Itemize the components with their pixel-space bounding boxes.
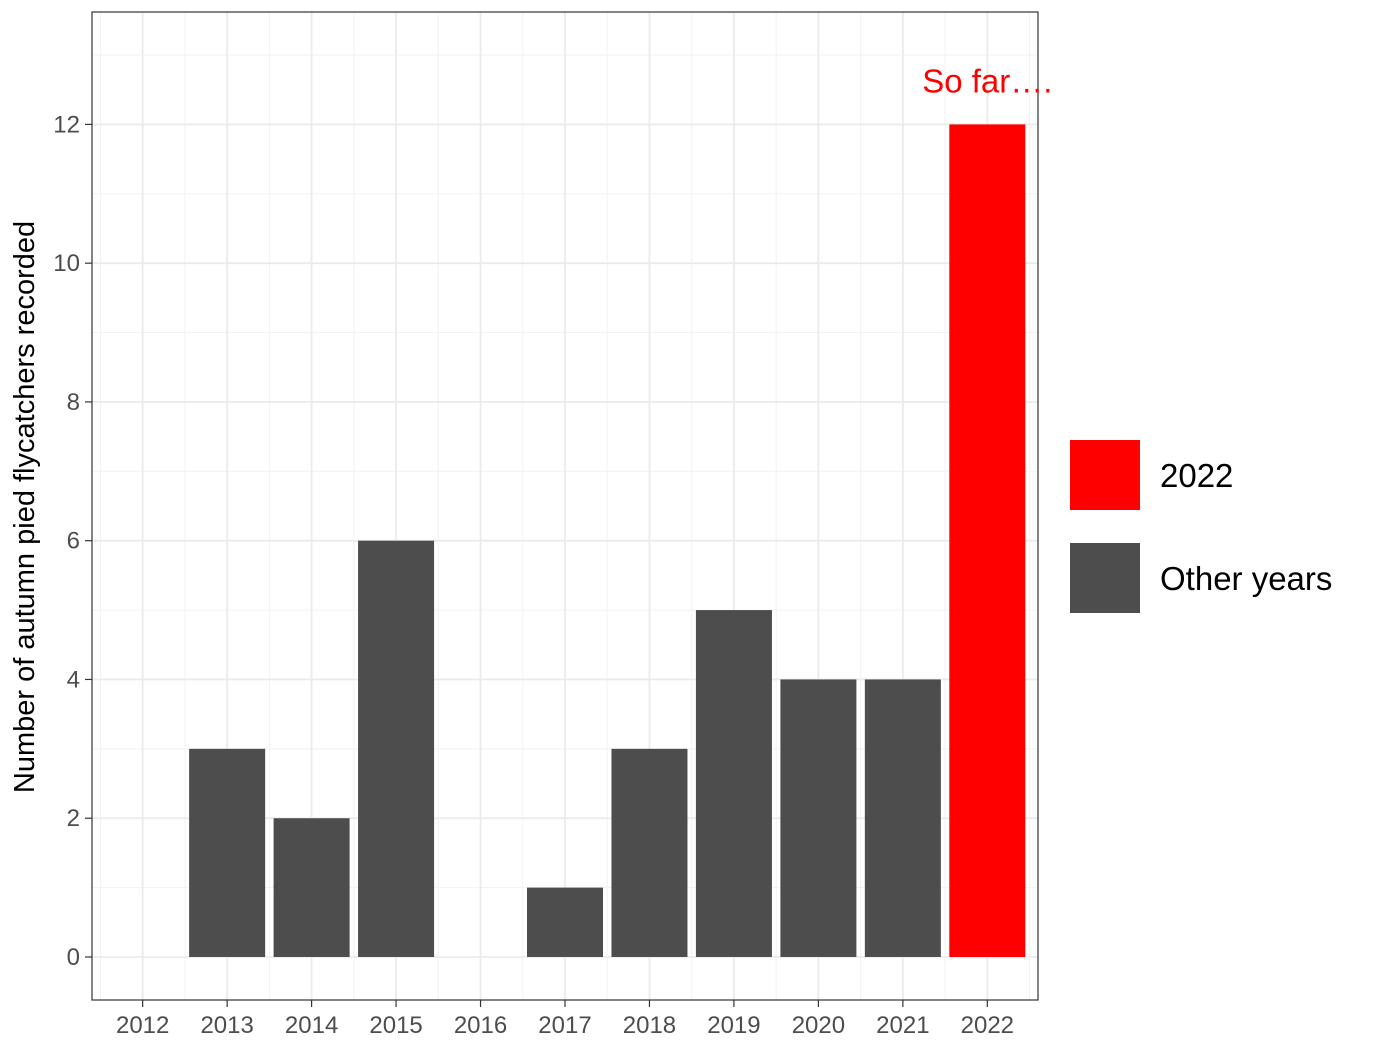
bar-2014 bbox=[273, 818, 350, 957]
y-tick-label: 12 bbox=[53, 111, 80, 138]
x-tick-label: 2014 bbox=[285, 1012, 338, 1039]
y-axis-title: Number of autumn pied flycatchers record… bbox=[9, 221, 41, 793]
annotation-label: So far…. bbox=[922, 62, 1052, 99]
legend-label: Other years bbox=[1160, 560, 1332, 597]
x-tick-label: 2013 bbox=[200, 1012, 253, 1039]
legend-swatch bbox=[1070, 440, 1140, 510]
y-tick-label: 6 bbox=[67, 528, 80, 555]
legend-swatch bbox=[1070, 543, 1140, 613]
y-tick-label: 8 bbox=[67, 389, 80, 416]
x-tick-label: 2022 bbox=[961, 1012, 1014, 1039]
bar-2019 bbox=[695, 610, 772, 957]
legend-label: 2022 bbox=[1160, 457, 1233, 494]
x-tick-label: 2015 bbox=[369, 1012, 422, 1039]
bar-2021 bbox=[864, 679, 941, 957]
bars bbox=[189, 124, 1026, 957]
y-axis: 0 2 4 6 8 10 12 bbox=[53, 111, 92, 971]
bar-2018 bbox=[611, 748, 688, 957]
x-tick-label: 2019 bbox=[707, 1012, 760, 1039]
y-tick-label: 10 bbox=[53, 250, 80, 277]
x-tick-label: 2016 bbox=[454, 1012, 507, 1039]
x-tick-label: 2018 bbox=[623, 1012, 676, 1039]
x-tick-label: 2020 bbox=[792, 1012, 845, 1039]
x-tick-label: 2012 bbox=[116, 1012, 169, 1039]
bar-2015 bbox=[358, 540, 435, 957]
x-tick-label: 2021 bbox=[876, 1012, 929, 1039]
y-tick-label: 4 bbox=[67, 666, 80, 693]
y-tick-label: 0 bbox=[67, 944, 80, 971]
legend: 2022 Other years bbox=[1070, 440, 1332, 613]
bar-2013 bbox=[189, 748, 266, 957]
bar-2017 bbox=[526, 887, 604, 957]
x-tick-label: 2017 bbox=[538, 1012, 591, 1039]
bar-2020 bbox=[780, 679, 857, 957]
bar-2022 bbox=[949, 124, 1026, 957]
x-axis: 2012 2013 2014 2015 2016 2017 2018 2019 2020 2021… bbox=[116, 1000, 1014, 1039]
y-tick-label: 2 bbox=[67, 805, 80, 832]
